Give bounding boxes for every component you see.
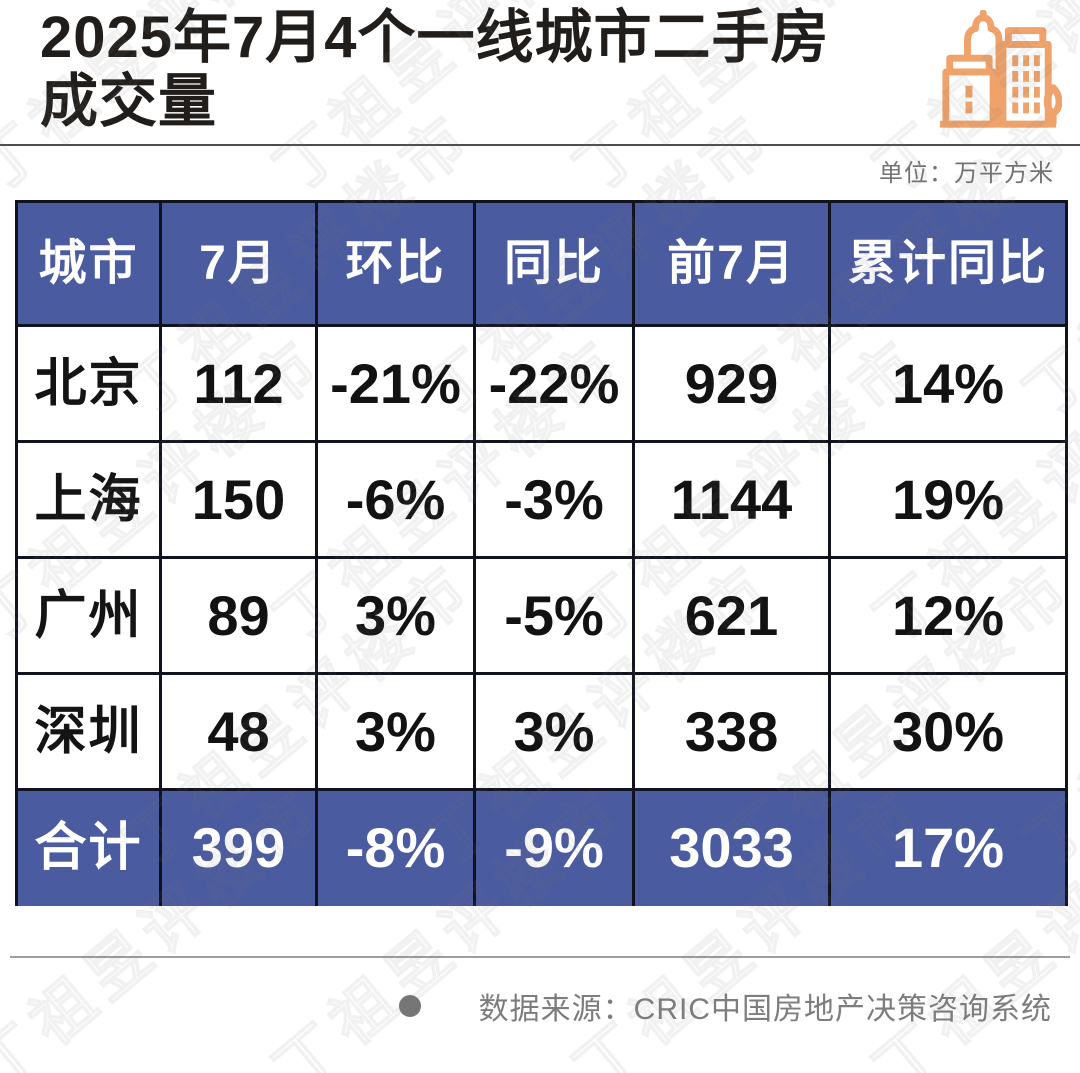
title-line-1: 2025年7月4个一线城市二手房 [40,5,830,70]
table-cell: 19% [828,440,1068,559]
table-cell: 3% [315,672,476,791]
title-line-2: 成交量 [40,69,218,134]
row-header: 合计 [15,788,162,906]
table-cell: -3% [473,440,635,559]
table-row: 北京 112 -21% -22% 929 14% [15,324,1068,443]
table-cell: 30% [828,672,1068,791]
page-title: 2025年7月4个一线城市二手房 成交量 [40,6,920,134]
row-header: 北京 [15,324,162,443]
table-cell: 338 [632,672,831,791]
table-cell: 929 [632,324,831,443]
table-cell: 399 [159,788,318,906]
header-row: 城市 7月 环比 同比 前7月 累计同比 [15,200,1068,327]
bottom-rule [10,956,1070,958]
row-header: 深圳 [15,672,162,791]
table-cell: -5% [473,556,635,675]
table-cell: 3033 [632,788,831,906]
total-row: 合计 399 -8% -9% 3033 17% [15,788,1068,906]
table-body: 北京 112 -21% -22% 929 14% 上海 150 -6% -3% 1144 19% 广州 8… [15,324,1068,906]
source-footer: 数据来源：CRIC中国房地产决策咨询系统 [0,984,1052,1028]
table-wrap: 城市 7月 环比 同比 前7月 累计同比 北京 112 -21% -22% 929 14% 上海 150… [15,200,1068,906]
table-cell: -9% [473,788,635,906]
row-header: 广州 [15,556,162,675]
column-header: 城市 [15,200,162,327]
table-cell: -8% [315,788,476,906]
column-header: 同比 [473,200,635,327]
table-cell: 17% [828,788,1068,906]
table-cell: -6% [315,440,476,559]
column-header: 累计同比 [828,200,1068,327]
header-divider [0,144,1080,146]
bullet-dot-icon [398,995,421,1017]
table-cell: 112 [159,324,318,443]
data-table: 城市 7月 环比 同比 前7月 累计同比 北京 112 -21% -22% 929 14% 上海 150… [15,200,1068,906]
table-cell: -22% [473,324,635,443]
table-cell: 621 [632,556,831,675]
column-header: 环比 [315,200,476,327]
unit-label: 单位：万平方米 [879,160,1054,187]
table-cell: 3% [315,556,476,675]
table-cell: 48 [159,672,318,791]
column-header: 7月 [159,200,318,327]
table-row: 广州 89 3% -5% 621 12% [15,556,1068,675]
table-cell: 12% [828,556,1068,675]
city-buildings-icon [939,10,1062,128]
table-cell: 1144 [632,440,831,559]
table-cell: 89 [159,556,318,675]
table-cell: -21% [315,324,476,443]
column-header: 前7月 [632,200,831,327]
table-cell: 150 [159,440,318,559]
table-row: 上海 150 -6% -3% 1144 19% [15,440,1068,559]
table-cell: 14% [828,324,1068,443]
table-row: 深圳 48 3% 3% 338 30% [15,672,1068,791]
row-header: 上海 [15,440,162,559]
table-cell: 3% [473,672,635,791]
source-text: 数据来源：CRIC中国房地产决策咨询系统 [478,993,1052,1026]
